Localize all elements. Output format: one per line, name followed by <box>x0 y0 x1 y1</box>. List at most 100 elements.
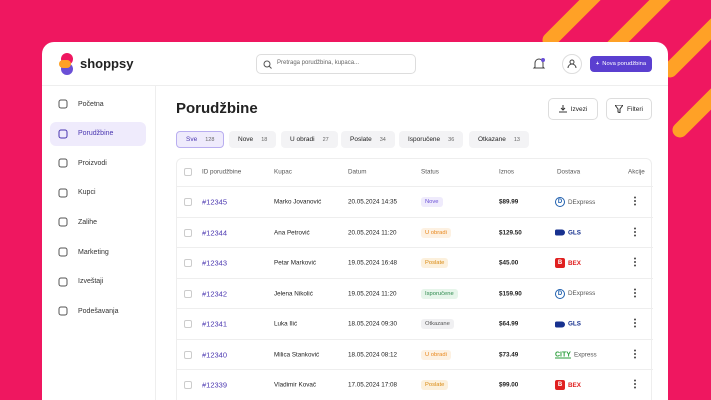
amount: $73.49 <box>499 351 519 358</box>
actions-menu[interactable] <box>633 349 637 361</box>
column-header: Kupac <box>274 168 292 176</box>
amount: $89.99 <box>499 198 519 206</box>
tab-label: Sve <box>186 136 198 143</box>
checkbox[interactable] <box>184 289 192 298</box>
status-pill: U obradi <box>421 349 451 360</box>
checkbox[interactable] <box>184 350 192 359</box>
table-row: #12339 Vladimir Kovač 17.05.2024 17:08 Posl… <box>177 369 653 400</box>
checkbox[interactable] <box>184 381 192 389</box>
column-header: ID porudžbine <box>202 168 242 176</box>
filter-tab[interactable]: Poslate 34 <box>341 131 395 148</box>
nav-item[interactable]: Početna <box>50 92 146 116</box>
tab-count: 13 <box>513 136 520 143</box>
carrier-name: DExpress <box>568 290 596 297</box>
filter-label: Filteri <box>627 105 643 113</box>
search-placeholder: Pretraga porudžbina, kupaca... <box>277 60 360 66</box>
column-header: Datum <box>348 168 367 176</box>
amount: $129.50 <box>499 229 522 236</box>
checkbox[interactable] <box>184 320 192 328</box>
nav-item[interactable]: Zalihe <box>50 210 146 234</box>
status-pill: U obradi <box>421 227 451 238</box>
customer: Petar Marković <box>274 259 316 267</box>
nav-label: Početna <box>78 100 104 108</box>
status-pill: Nove <box>421 197 443 207</box>
carrier-logo: D <box>555 288 565 299</box>
tab-label: U obradi <box>290 136 315 143</box>
checkbox[interactable] <box>184 168 192 176</box>
nav-label: Zalihe <box>78 218 98 226</box>
order-id[interactable]: #12345 <box>202 197 228 207</box>
carrier-icon <box>555 321 565 327</box>
date: 19.05.2024 11:20 <box>348 290 397 297</box>
actions-menu[interactable] <box>633 257 637 269</box>
actions-menu[interactable] <box>633 318 637 330</box>
nav-item[interactable]: Kupci <box>50 181 146 205</box>
nav-label: Marketing <box>78 248 109 256</box>
order-id[interactable]: #12340 <box>202 350 228 359</box>
actions-menu[interactable] <box>633 379 637 391</box>
table-row: #12345 Marko Jovanović 20.05.2024 14:35 Nov… <box>177 186 653 217</box>
carrier-icon <box>555 229 565 236</box>
avatar[interactable] <box>562 54 582 74</box>
actions-menu[interactable] <box>633 288 637 300</box>
tab-count: 128 <box>205 136 215 143</box>
new-order-label: Nova porudžbina <box>602 61 647 67</box>
filter-tab[interactable]: Sve 128 <box>176 131 225 148</box>
tab-count: 36 <box>448 136 455 143</box>
nav-item[interactable]: Proizvodi <box>50 151 146 175</box>
checkbox[interactable] <box>184 198 192 206</box>
date: 18.05.2024 08:12 <box>348 351 398 358</box>
tab-count: 18 <box>261 136 268 143</box>
export-button[interactable]: Izvezi <box>548 98 598 120</box>
nav-label: Izveštaji <box>78 278 104 286</box>
status-pill: Isporučene <box>421 288 458 299</box>
orders-table: ID porudžbine Kupac Datum Status Iznos Dostav… <box>176 158 653 400</box>
filter-tab[interactable]: Nove 18 <box>229 131 277 148</box>
delivery: GLS <box>555 321 581 328</box>
amount: $45.00 <box>499 259 519 267</box>
order-id[interactable]: #12342 <box>202 289 228 298</box>
nav-item[interactable]: Podešavanja <box>50 299 146 323</box>
filter-tab[interactable]: Otkazane 13 <box>469 131 529 148</box>
amount: $159.90 <box>499 290 522 297</box>
checkbox[interactable] <box>184 259 192 267</box>
tab-label: Nove <box>238 136 254 143</box>
order-id[interactable]: #12344 <box>202 228 228 237</box>
logo-icon <box>59 53 73 75</box>
status-pill: Otkazane <box>421 319 454 329</box>
delivery: B BEX <box>555 380 581 390</box>
header: shoppsy Pretraga porudžbina, kupaca... +… <box>42 42 668 86</box>
column-header: Akcije <box>628 168 645 176</box>
order-id[interactable]: #12343 <box>202 258 228 268</box>
actions-menu[interactable] <box>633 196 637 208</box>
carrier-logo: CITY <box>555 351 571 358</box>
carrier-logo: B <box>555 258 565 268</box>
delivery: D DExpress <box>555 197 595 207</box>
status-pill: Poslate <box>421 380 449 390</box>
nav-item[interactable]: Marketing <box>50 240 146 264</box>
bell-icon[interactable] <box>532 57 546 71</box>
order-id[interactable]: #12341 <box>202 319 228 329</box>
date: 18.05.2024 09:30 <box>348 320 398 328</box>
filter-tab[interactable]: U obradi 27 <box>281 131 338 148</box>
export-label: Izvezi <box>570 105 588 113</box>
column-header: Iznos <box>499 168 515 176</box>
nav-item[interactable]: Izveštaji <box>50 270 146 294</box>
nav-label: Porudžbine <box>78 130 114 138</box>
table-row: #12344 Ana Petrović 20.05.2024 11:20 U obra… <box>177 216 653 248</box>
date: 19.05.2024 16:48 <box>348 259 398 267</box>
checkbox[interactable] <box>184 228 192 237</box>
filter-button[interactable]: Filteri <box>606 98 652 120</box>
new-order-button[interactable]: + Nova porudžbina <box>590 56 652 72</box>
sidebar: Početna Porudžbine Proizvodi Kupci Zalihe Mar… <box>42 86 156 400</box>
carrier-logo: B <box>555 380 565 390</box>
nav-item[interactable]: Porudžbine <box>50 121 146 146</box>
carrier-name: Express <box>573 351 597 358</box>
search-box[interactable]: Pretraga porudžbina, kupaca... <box>256 54 416 74</box>
customer: Marko Jovanović <box>274 198 322 206</box>
filter-tab[interactable]: Isporučene 36 <box>399 131 464 148</box>
delivery: CITY Express <box>555 351 597 358</box>
order-id[interactable]: #12339 <box>202 380 228 390</box>
actions-menu[interactable] <box>633 227 637 239</box>
